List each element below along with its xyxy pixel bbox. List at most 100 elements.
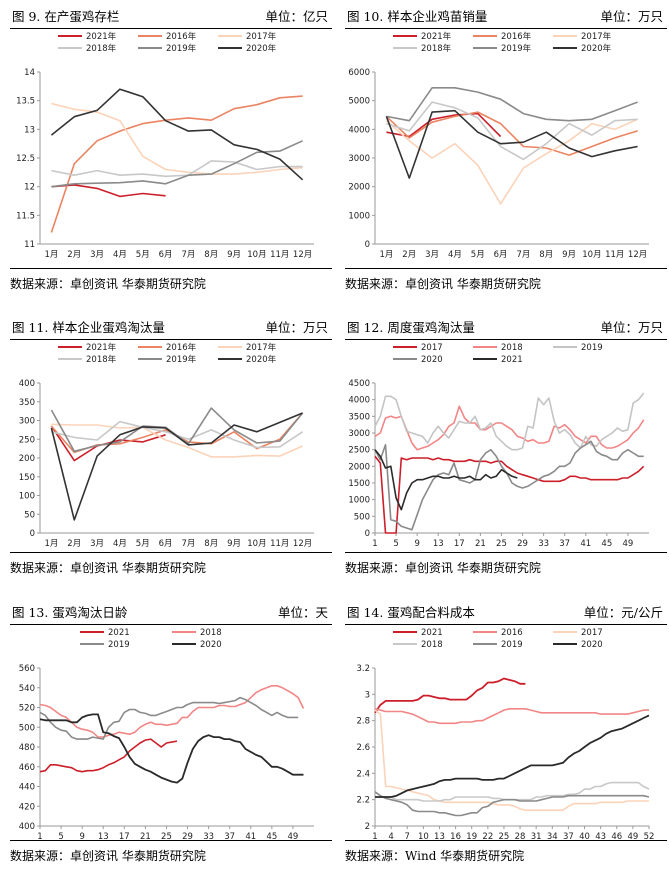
y-tick-label: 1000 bbox=[348, 211, 370, 221]
chart-panel-11: 图 11. 样本企业蛋鸡淘汰量 单位：万只 0 50 100 150 200 250 300… bbox=[10, 315, 332, 605]
x-tick-label: 45 bbox=[601, 539, 612, 549]
x-tick-label: 8月 bbox=[539, 250, 553, 260]
y-tick-label: 2.4 bbox=[356, 769, 370, 779]
y-tick-label: 50 bbox=[24, 510, 35, 520]
x-tick-label: 7 bbox=[405, 832, 410, 842]
series-line-2020 bbox=[39, 713, 304, 784]
x-tick-label: 40 bbox=[579, 832, 590, 842]
legend-label: 2019 bbox=[581, 343, 603, 353]
chart-source: 数据来源：卓创资讯 华泰期货研究院 bbox=[10, 552, 332, 576]
y-tick-label: 11 bbox=[24, 240, 35, 250]
chart-title: 图 13. 蛋鸡淘汰日龄 bbox=[12, 605, 128, 620]
legend-label: 2021 bbox=[108, 628, 130, 638]
line-chart: 0 1000 2000 3000 4000 5000 6000 1月 2月 3月 4月 5月 6月 7月 8… bbox=[348, 31, 649, 260]
x-tick-label: 33 bbox=[538, 539, 549, 549]
x-tick-label: 9月 bbox=[227, 250, 241, 260]
series-line-2016 bbox=[374, 708, 649, 725]
series-line-2019年 bbox=[386, 86, 638, 122]
x-tick-label: 8月 bbox=[204, 539, 218, 549]
x-tick-label: 4月 bbox=[448, 250, 462, 260]
legend-label: 2018年 bbox=[421, 43, 452, 54]
y-tick-label: 11.5 bbox=[16, 211, 35, 221]
y-tick-label: 480 bbox=[19, 743, 35, 753]
y-tick-label: 2.8 bbox=[356, 717, 370, 727]
y-tick-label: 5000 bbox=[348, 97, 370, 107]
series-line-2017年 bbox=[385, 118, 638, 205]
x-tick-label: 9 bbox=[414, 539, 419, 549]
x-tick-label: 25 bbox=[161, 832, 172, 842]
y-tick-label: 250 bbox=[19, 435, 35, 445]
x-tick-label: 52 bbox=[644, 832, 655, 842]
x-tick-label: 33 bbox=[203, 832, 214, 842]
x-tick-label: 5月 bbox=[471, 250, 485, 260]
y-tick-label: 2500 bbox=[348, 446, 370, 456]
chart-unit: 单位：亿只 bbox=[265, 9, 328, 24]
x-tick-label: 6月 bbox=[159, 539, 173, 549]
legend-label: 2020年 bbox=[581, 43, 612, 54]
chart-unit: 单位：万只 bbox=[265, 320, 328, 335]
x-tick-label: 4 bbox=[388, 832, 393, 842]
legend-label: 2018年 bbox=[86, 43, 117, 54]
x-tick-label: 31 bbox=[531, 832, 542, 842]
legend-label: 2016年 bbox=[166, 342, 197, 353]
x-tick-label: 6月 bbox=[494, 250, 508, 260]
x-tick-label: 4月 bbox=[113, 539, 127, 549]
chart-panel-14: 图 14. 蛋鸡配合料成本 单位：元/公斤 2 2.2 2.4 2.6 2.8 3 3.2 1… bbox=[345, 600, 667, 890]
x-tick-label: 45 bbox=[266, 832, 277, 842]
chart-header: 图 10. 样本企业鸡苗销量 单位：万只 bbox=[345, 4, 667, 29]
line-chart: 0 500 1000 1500 2000 2500 3000 3500 4000 4500 1 5 9 1… bbox=[348, 343, 649, 549]
y-tick-label: 540 bbox=[19, 684, 35, 694]
x-tick-label: 5 bbox=[58, 832, 63, 842]
chart-header: 图 14. 蛋鸡配合料成本 单位：元/公斤 bbox=[345, 600, 667, 625]
legend-label: 2018 bbox=[421, 640, 443, 650]
x-tick-label: 4月 bbox=[113, 250, 127, 260]
y-tick-label: 12.5 bbox=[16, 154, 35, 164]
legend-label: 2016年 bbox=[166, 31, 197, 42]
legend-label: 2017年 bbox=[246, 31, 277, 42]
x-tick-label: 34 bbox=[547, 832, 558, 842]
y-tick-label: 13 bbox=[24, 125, 35, 135]
x-tick-label: 21 bbox=[475, 539, 486, 549]
series-line-2019 bbox=[374, 791, 650, 817]
x-tick-label: 1 bbox=[37, 832, 42, 842]
x-tick-label: 7月 bbox=[181, 250, 195, 260]
x-tick-label: 1 bbox=[372, 539, 377, 549]
y-tick-label: 500 bbox=[354, 512, 370, 522]
legend-label: 2021年 bbox=[86, 342, 117, 353]
y-tick-label: 3000 bbox=[348, 154, 370, 164]
y-tick-label: 1500 bbox=[348, 479, 370, 489]
x-tick-label: 29 bbox=[182, 832, 193, 842]
series-line-2021 bbox=[374, 449, 518, 511]
series-line-2017 bbox=[374, 455, 645, 534]
series-line-2017 bbox=[374, 709, 649, 811]
chart-unit: 单位：万只 bbox=[600, 9, 663, 24]
legend-label: 2019 bbox=[108, 640, 130, 650]
x-tick-label: 25 bbox=[499, 832, 510, 842]
y-tick-label: 3 bbox=[365, 690, 370, 700]
x-tick-label: 19 bbox=[466, 832, 477, 842]
x-tick-label: 37 bbox=[559, 539, 570, 549]
legend-label: 2020年 bbox=[246, 354, 277, 365]
series-line-2017年 bbox=[51, 423, 303, 458]
legend-label: 2017年 bbox=[581, 31, 612, 42]
x-tick-label: 8月 bbox=[204, 250, 218, 260]
series-line-2018 bbox=[374, 405, 645, 451]
y-tick-label: 520 bbox=[19, 704, 35, 714]
y-tick-label: 150 bbox=[19, 473, 35, 483]
y-tick-label: 400 bbox=[19, 379, 35, 389]
series-line-2021 bbox=[39, 738, 178, 773]
x-tick-label: 11月 bbox=[605, 250, 624, 260]
legend-label: 2016 bbox=[501, 628, 523, 638]
x-tick-label: 16 bbox=[450, 832, 461, 842]
y-tick-label: 100 bbox=[19, 492, 35, 502]
x-tick-label: 12月 bbox=[293, 250, 312, 260]
y-tick-label: 4500 bbox=[348, 379, 370, 389]
x-tick-label: 17 bbox=[454, 539, 465, 549]
line-chart: 11 11.5 12 12.5 13 13.5 14 1月 2月 3月 4月 5月 6月 7月 8月 9月 10… bbox=[16, 31, 314, 260]
chart-source: 数据来源：卓创资讯 华泰期货研究院 bbox=[345, 552, 667, 576]
x-tick-label: 49 bbox=[623, 539, 634, 549]
y-tick-label: 2.6 bbox=[356, 743, 370, 753]
series-line-2018年 bbox=[386, 101, 638, 161]
x-tick-label: 37 bbox=[224, 832, 235, 842]
y-tick-label: 3000 bbox=[348, 429, 370, 439]
